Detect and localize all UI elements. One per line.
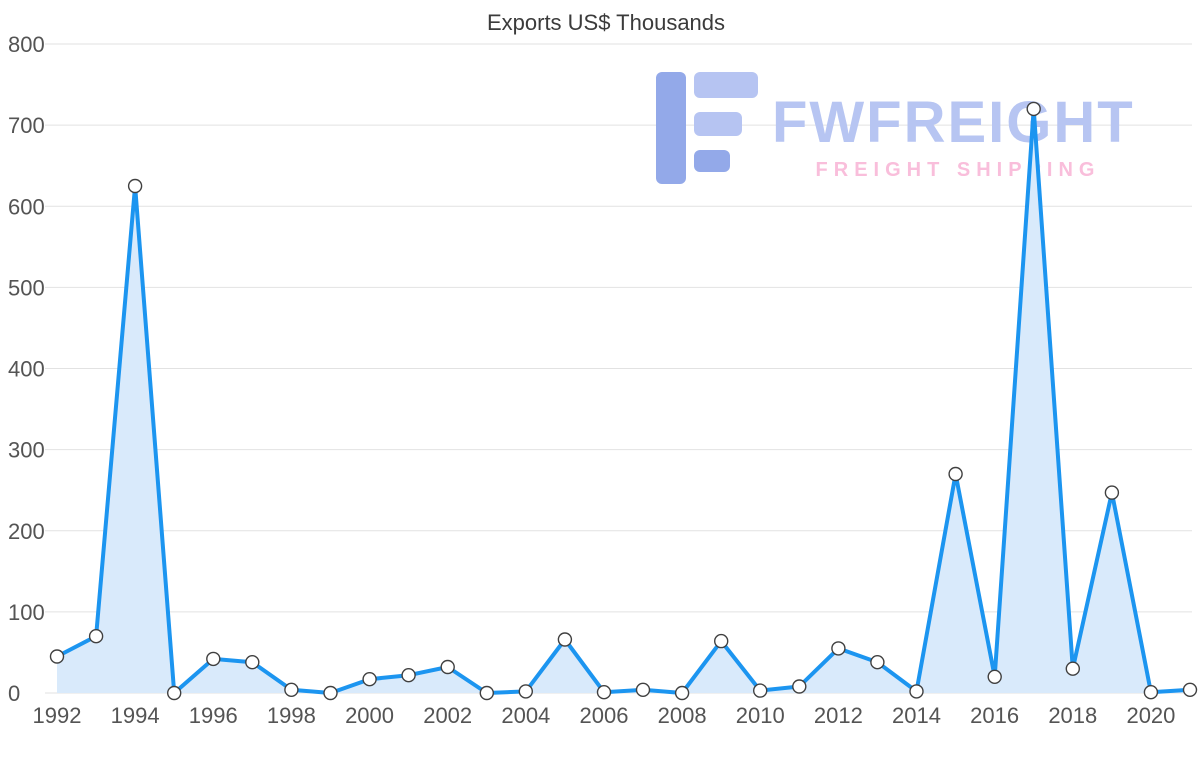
data-point-2021	[1182, 682, 1198, 697]
data-point-2012	[831, 641, 846, 656]
x-axis-labels: 1992 1994 1996 1998 2000 2002 2004 2006 2008 2010…	[33, 703, 1176, 728]
data-point-1992	[49, 649, 65, 664]
y-tick-label: 100	[8, 600, 45, 625]
y-tick-label: 500	[8, 275, 45, 300]
x-tick-label: 2010	[736, 703, 785, 728]
data-point-2002	[440, 659, 455, 675]
brand-watermark: FWFREIGHT FREIGHT SHIPPING	[656, 72, 1135, 184]
data-point-2016	[987, 669, 1002, 684]
y-axis-labels: 0 100 200 300 400 500 600 700 800	[8, 32, 45, 706]
y-tick-label: 700	[8, 113, 45, 138]
brand-tagline: FREIGHT SHIPPING	[816, 159, 1101, 181]
data-point-2001	[401, 668, 416, 683]
x-tick-label: 2014	[892, 703, 941, 728]
data-point-markers	[49, 101, 1198, 701]
y-tick-label: 300	[8, 438, 45, 463]
x-tick-label: 2018	[1048, 703, 1097, 728]
data-point-1993	[88, 629, 104, 644]
x-tick-label: 2012	[814, 703, 863, 728]
data-point-2020	[1143, 685, 1159, 700]
x-tick-label: 2004	[501, 703, 550, 728]
x-tick-label: 2006	[579, 703, 628, 728]
data-point-1997	[245, 655, 260, 670]
x-tick-label: 1992	[33, 703, 82, 728]
series-area	[57, 108, 1190, 693]
data-point-2011	[792, 679, 807, 694]
y-tick-label: 0	[8, 681, 20, 706]
x-tick-label: 2000	[345, 703, 394, 728]
data-point-1998	[284, 682, 299, 697]
data-point-2017	[1026, 101, 1041, 117]
data-point-2000	[362, 672, 377, 687]
y-tick-label: 400	[8, 357, 45, 382]
data-point-1996	[206, 651, 221, 667]
data-point-2010	[753, 683, 768, 698]
data-point-1995	[166, 685, 182, 701]
x-tick-label: 2002	[423, 703, 472, 728]
y-tick-label: 200	[8, 519, 45, 544]
data-point-1994	[127, 178, 143, 194]
data-point-2019	[1104, 485, 1120, 500]
x-tick-label: 1994	[111, 703, 160, 728]
data-point-2004	[518, 684, 533, 699]
y-tick-label: 600	[8, 194, 45, 219]
data-point-2013	[870, 655, 885, 670]
data-point-2003	[479, 685, 494, 701]
y-tick-label: 800	[8, 32, 45, 57]
x-tick-label: 2016	[970, 703, 1019, 728]
chart-title: Exports US$ Thousands	[487, 10, 725, 35]
data-point-2014	[909, 684, 924, 699]
x-tick-label: 2008	[658, 703, 707, 728]
data-point-2007	[635, 682, 651, 697]
x-tick-label: 1998	[267, 703, 316, 728]
data-point-2006	[596, 685, 612, 700]
data-point-2008	[674, 685, 690, 701]
data-point-2005	[557, 632, 573, 647]
data-point-2015	[948, 466, 963, 482]
brand-name: FWFREIGHT	[772, 90, 1135, 155]
data-point-1999	[323, 685, 338, 701]
brand-logo-icon	[656, 72, 758, 184]
data-point-2009	[714, 633, 729, 649]
x-tick-label: 2020	[1126, 703, 1175, 728]
gridlines	[45, 43, 1192, 694]
x-tick-label: 1996	[189, 703, 238, 728]
data-point-2018	[1065, 661, 1081, 676]
